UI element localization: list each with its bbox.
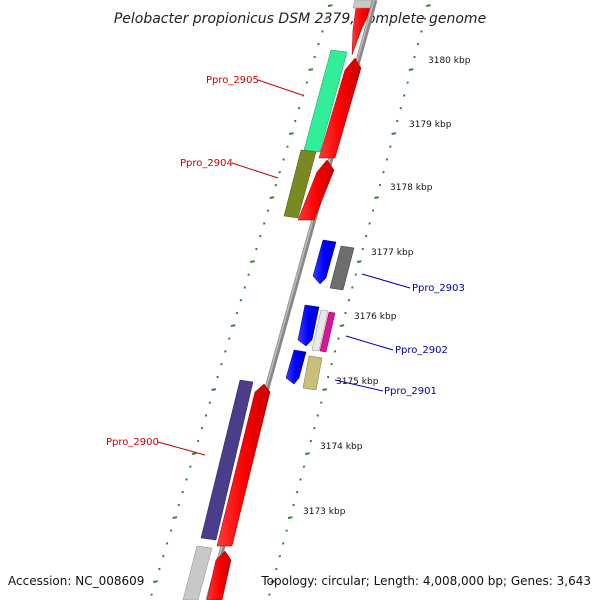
gene-box-ppro-2902[interactable] (311, 309, 329, 352)
scale-major-tick (211, 388, 217, 391)
gene-box-ppro-2904[interactable] (283, 149, 317, 219)
gene-arrow-ppro-2900[interactable] (216, 383, 271, 547)
accession-label: Accession: NC_008609 (8, 574, 145, 588)
scale-major-tick (270, 580, 276, 583)
gene-label-ppro-2900[interactable]: Ppro_2900 (106, 437, 159, 448)
gene-arrow-ppro-2901[interactable] (285, 349, 307, 385)
gene-label-ppro-2903[interactable]: Ppro_2903 (412, 283, 465, 294)
scale-major-tick (356, 260, 362, 263)
scale-major-tick (339, 324, 345, 327)
gene-box-ppro-2905[interactable] (303, 49, 348, 153)
tick-label-3175: 3175 kbp (336, 377, 379, 387)
inner-scale-dots (150, 4, 333, 596)
scale-major-tick (305, 452, 310, 455)
reverse-strand-track (285, 239, 355, 391)
tick-label-3174: 3174 kbp (320, 442, 363, 452)
tick-label-3179: 3179 kbp (409, 120, 452, 130)
gene-box-ppro-2901[interactable] (302, 355, 323, 391)
scale-major-tick (374, 196, 379, 199)
map-title: Pelobacter propionicus DSM 2379, complet… (114, 11, 486, 27)
scale-major-tick (191, 452, 197, 455)
tick-label-3173: 3173 kbp (303, 507, 346, 517)
scale-major-tick (426, 4, 431, 7)
topology-label: Topology: circular; Length: 4,008,000 bp… (261, 574, 591, 588)
gene-arrow[interactable] (206, 550, 232, 600)
gene-arrow-ppro-2905[interactable] (318, 57, 362, 159)
scale-major-tick (322, 388, 328, 391)
gene-arrow-ppro-2904[interactable] (297, 159, 335, 221)
gene-arrow[interactable] (297, 304, 320, 347)
tick-label-3176: 3176 kbp (354, 312, 397, 322)
gene-arrow-ppro-2903[interactable] (312, 239, 337, 285)
gene-arrow[interactable] (351, 0, 373, 56)
tick-label-3177: 3177 kbp (371, 248, 414, 258)
scale-major-tick (269, 196, 275, 199)
annotation-track (182, 0, 373, 600)
gene-label-ppro-2905[interactable]: Ppro_2905 (206, 75, 259, 86)
gene-box-ppro-2900[interactable] (200, 379, 254, 541)
gene-label-ppro-2902[interactable]: Ppro_2902 (395, 345, 448, 356)
scale-major-tick (288, 132, 294, 135)
scale-major-tick (308, 68, 314, 71)
scale-major-tick (408, 68, 414, 71)
scale-major-tick (287, 516, 293, 519)
scale-major-tick (250, 260, 255, 263)
scale-major-tick (153, 580, 158, 583)
tick-label-3178: 3178 kbp (390, 183, 433, 193)
gene-box-ppro-2902-pink[interactable] (319, 311, 336, 353)
forward-strand-track (206, 0, 373, 600)
scale-major-tick (391, 132, 397, 135)
gene-label-ppro-2901[interactable]: Ppro_2901 (384, 386, 437, 397)
scale-major-tick (327, 4, 333, 7)
gene-labels: Ppro_2905 Ppro_2904 Ppro_2903 Ppro_2902 … (106, 75, 465, 448)
gene-box-ppro-2903[interactable] (329, 245, 355, 291)
gene-box[interactable] (182, 545, 213, 600)
leader-lines (157, 79, 411, 456)
scale-tick-labels: 3180 kbp 3179 kbp 3178 kbp 3177 kbp 3176… (303, 56, 471, 517)
gene-box[interactable] (352, 0, 373, 9)
gene-label-ppro-2904[interactable]: Ppro_2904 (180, 158, 233, 169)
tick-label-3180: 3180 kbp (428, 56, 471, 66)
outer-scale-dots (268, 4, 431, 596)
scale-major-tick (230, 324, 236, 327)
scale-major-tick (172, 516, 178, 519)
